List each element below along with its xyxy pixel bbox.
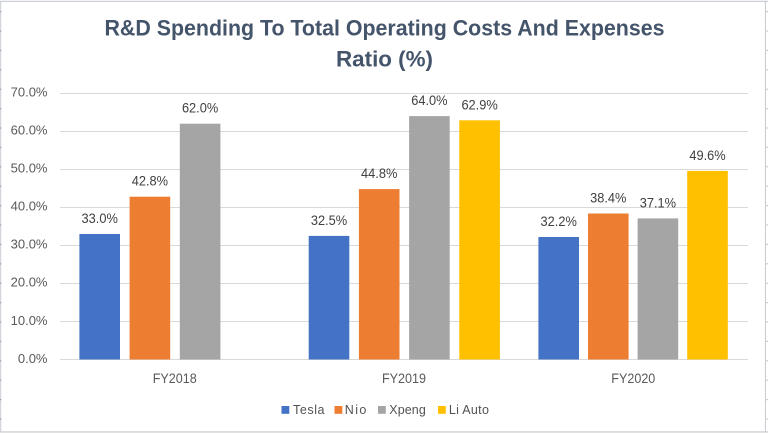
svg-text:38.4%: 38.4% (590, 190, 626, 206)
svg-text:Nio: Nio (345, 403, 367, 417)
svg-text:Li Auto: Li Auto (449, 403, 489, 417)
svg-text:20.0%: 20.0% (11, 275, 48, 290)
svg-text:Ratio (%): Ratio (%) (336, 47, 433, 72)
svg-text:R&D Spending To Total Operatin: R&D Spending To Total Operating Costs An… (105, 16, 665, 41)
svg-text:0.0%: 0.0% (18, 351, 48, 366)
svg-text:42.8%: 42.8% (132, 173, 168, 189)
svg-text:Xpeng: Xpeng (389, 403, 426, 417)
svg-text:32.2%: 32.2% (541, 213, 577, 229)
svg-text:FY2018: FY2018 (153, 371, 197, 386)
svg-text:10.0%: 10.0% (11, 313, 48, 328)
svg-text:FY2019: FY2019 (382, 371, 426, 386)
svg-text:FY2020: FY2020 (611, 371, 655, 386)
svg-text:64.0%: 64.0% (411, 92, 447, 108)
svg-text:33.0%: 33.0% (82, 210, 118, 226)
svg-text:50.0%: 50.0% (11, 161, 48, 176)
svg-text:62.9%: 62.9% (461, 96, 497, 112)
svg-text:Tesla: Tesla (293, 403, 325, 417)
svg-text:37.1%: 37.1% (640, 194, 676, 210)
svg-text:30.0%: 30.0% (11, 237, 48, 252)
svg-text:32.5%: 32.5% (311, 212, 347, 228)
svg-text:62.0%: 62.0% (182, 100, 218, 116)
svg-text:70.0%: 70.0% (11, 85, 48, 100)
svg-text:60.0%: 60.0% (11, 123, 48, 138)
svg-text:49.6%: 49.6% (689, 147, 725, 163)
svg-text:40.0%: 40.0% (11, 199, 48, 214)
svg-text:44.8%: 44.8% (361, 165, 397, 181)
